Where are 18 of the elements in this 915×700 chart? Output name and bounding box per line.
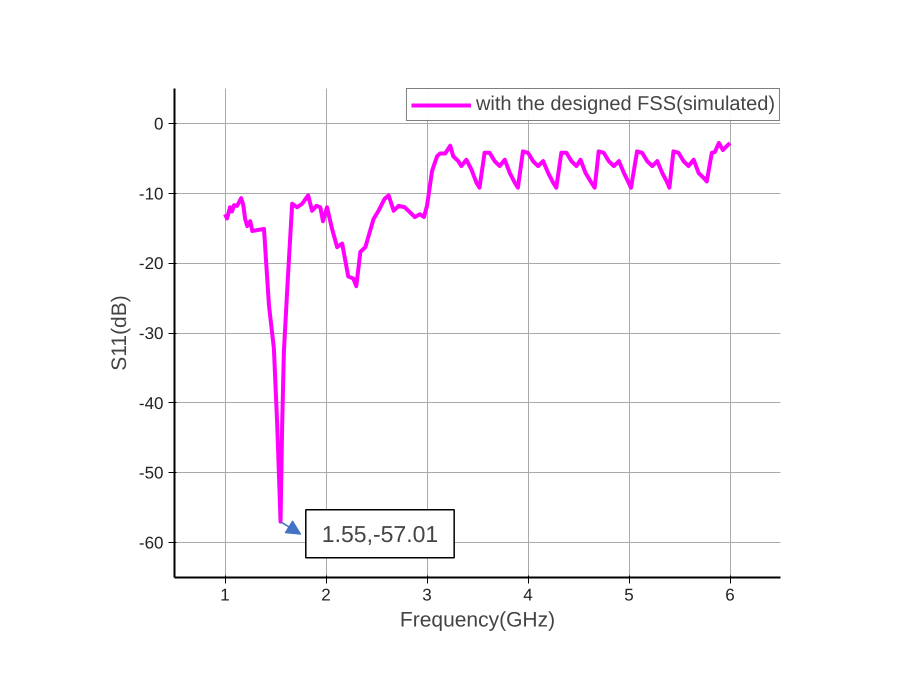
- y-tick-label: -20: [138, 254, 164, 274]
- y-tick-label: -60: [138, 534, 164, 553]
- y-tick-label: 0: [154, 114, 164, 134]
- line-series: [223, 140, 732, 524]
- y-axis-title: S11(dB): [108, 295, 131, 371]
- x-tick-label: 2: [321, 586, 331, 604]
- x-tick-label: 6: [725, 586, 735, 604]
- y-tick-label: -50: [138, 464, 164, 483]
- y-tick-label: -10: [138, 184, 164, 204]
- legend-label: with the designed FSS(simulated): [476, 93, 775, 116]
- x-tick-label: 5: [624, 586, 634, 604]
- x-tick-label: 4: [523, 586, 533, 604]
- annotation: 1.55,-57.01: [322, 520, 438, 547]
- y-tick-label: -30: [138, 324, 164, 343]
- x-axis-title: Frequency(GHz): [400, 608, 556, 632]
- x-tick-label: 1: [220, 586, 230, 604]
- y-tick-label: -40: [138, 394, 164, 413]
- x-tick-label: 3: [422, 586, 432, 604]
